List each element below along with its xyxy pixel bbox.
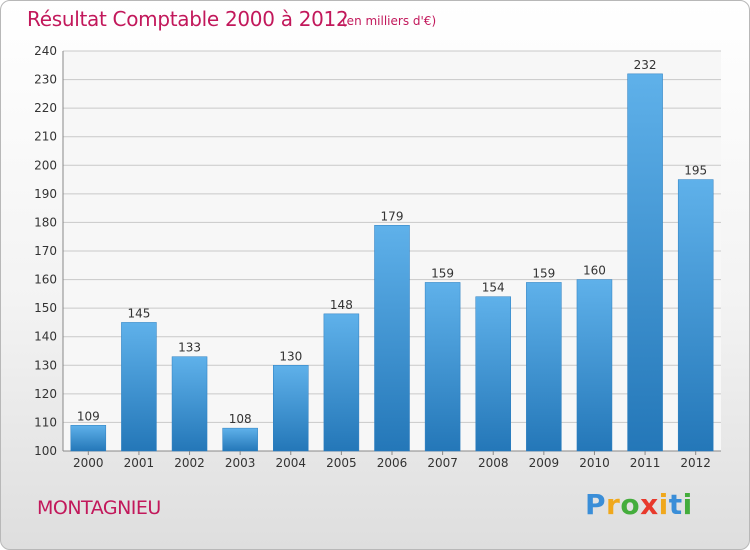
data-label-2011: 232: [634, 58, 657, 72]
bar-chart: 100 110 120 130 140 150 160 170 180 190 200 210 220 2…: [34, 44, 721, 470]
data-label-2000: 109: [77, 409, 100, 423]
data-label-2006: 179: [381, 209, 404, 223]
data-label-2004: 130: [279, 349, 302, 363]
data-label-2005: 148: [330, 298, 353, 312]
x-tick-label-2000: 2000: [73, 456, 104, 470]
y-tick-label: 120: [34, 387, 57, 401]
x-tick-label-2002: 2002: [174, 456, 205, 470]
bar-2000: [70, 425, 107, 452]
data-label-2008: 154: [482, 281, 505, 295]
data-label-2010: 160: [583, 264, 606, 278]
y-tick-label: 110: [34, 415, 57, 429]
chart-title: Résultat Comptable 2000 à 2012: [27, 7, 349, 31]
x-tick-label-2008: 2008: [478, 456, 509, 470]
bar-2007: [424, 282, 461, 452]
x-tick-label-2005: 2005: [326, 456, 357, 470]
y-tick-label: 150: [34, 301, 57, 315]
x-tick-label-2009: 2009: [529, 456, 560, 470]
y-tick-label: 240: [34, 44, 57, 58]
bar-2002: [171, 356, 208, 452]
town-name: MONTAGNIEU: [37, 497, 161, 519]
bar-2001: [121, 322, 157, 452]
y-tick-label: 130: [34, 358, 57, 372]
bar-2008: [475, 296, 511, 452]
bar-2003: [222, 427, 258, 452]
data-label-2002: 133: [178, 341, 201, 355]
proxiti-logo[interactable]: Proxiti: [585, 488, 693, 521]
y-tick-label: 210: [34, 130, 57, 144]
x-tick-label-2007: 2007: [427, 456, 458, 470]
bar-2005: [323, 313, 360, 452]
y-tick-label: 230: [34, 73, 57, 87]
x-tick-label-2004: 2004: [275, 456, 306, 470]
data-label-2003: 108: [229, 412, 252, 426]
bar-2006: [374, 225, 410, 452]
data-label-2009: 159: [532, 266, 555, 280]
data-label-2007: 159: [431, 266, 454, 280]
y-tick-label: 140: [34, 330, 57, 344]
data-label-2012: 195: [684, 164, 707, 178]
bar-2009: [526, 282, 562, 452]
data-label-2001: 145: [127, 306, 150, 320]
x-tick-label-2011: 2011: [630, 456, 661, 470]
y-tick-label: 160: [34, 273, 57, 287]
x-tick-label-2006: 2006: [377, 456, 408, 470]
bar-2011: [627, 73, 663, 452]
y-tick-label: 190: [34, 187, 57, 201]
y-tick-label: 220: [34, 101, 57, 115]
bar-2004: [273, 365, 309, 452]
x-tick-label-2003: 2003: [225, 456, 256, 470]
chart-subtitle: (en milliers d'€): [342, 14, 437, 28]
x-tick-label-2012: 2012: [680, 456, 711, 470]
bar-2010: [576, 279, 613, 452]
bar-2012: [677, 179, 714, 452]
x-tick-label-2001: 2001: [124, 456, 155, 470]
y-tick-label: 200: [34, 158, 57, 172]
y-tick-label: 170: [34, 244, 57, 258]
x-tick-label-2010: 2010: [579, 456, 610, 470]
y-tick-label: 180: [34, 215, 57, 229]
y-tick-label: 100: [34, 444, 57, 458]
